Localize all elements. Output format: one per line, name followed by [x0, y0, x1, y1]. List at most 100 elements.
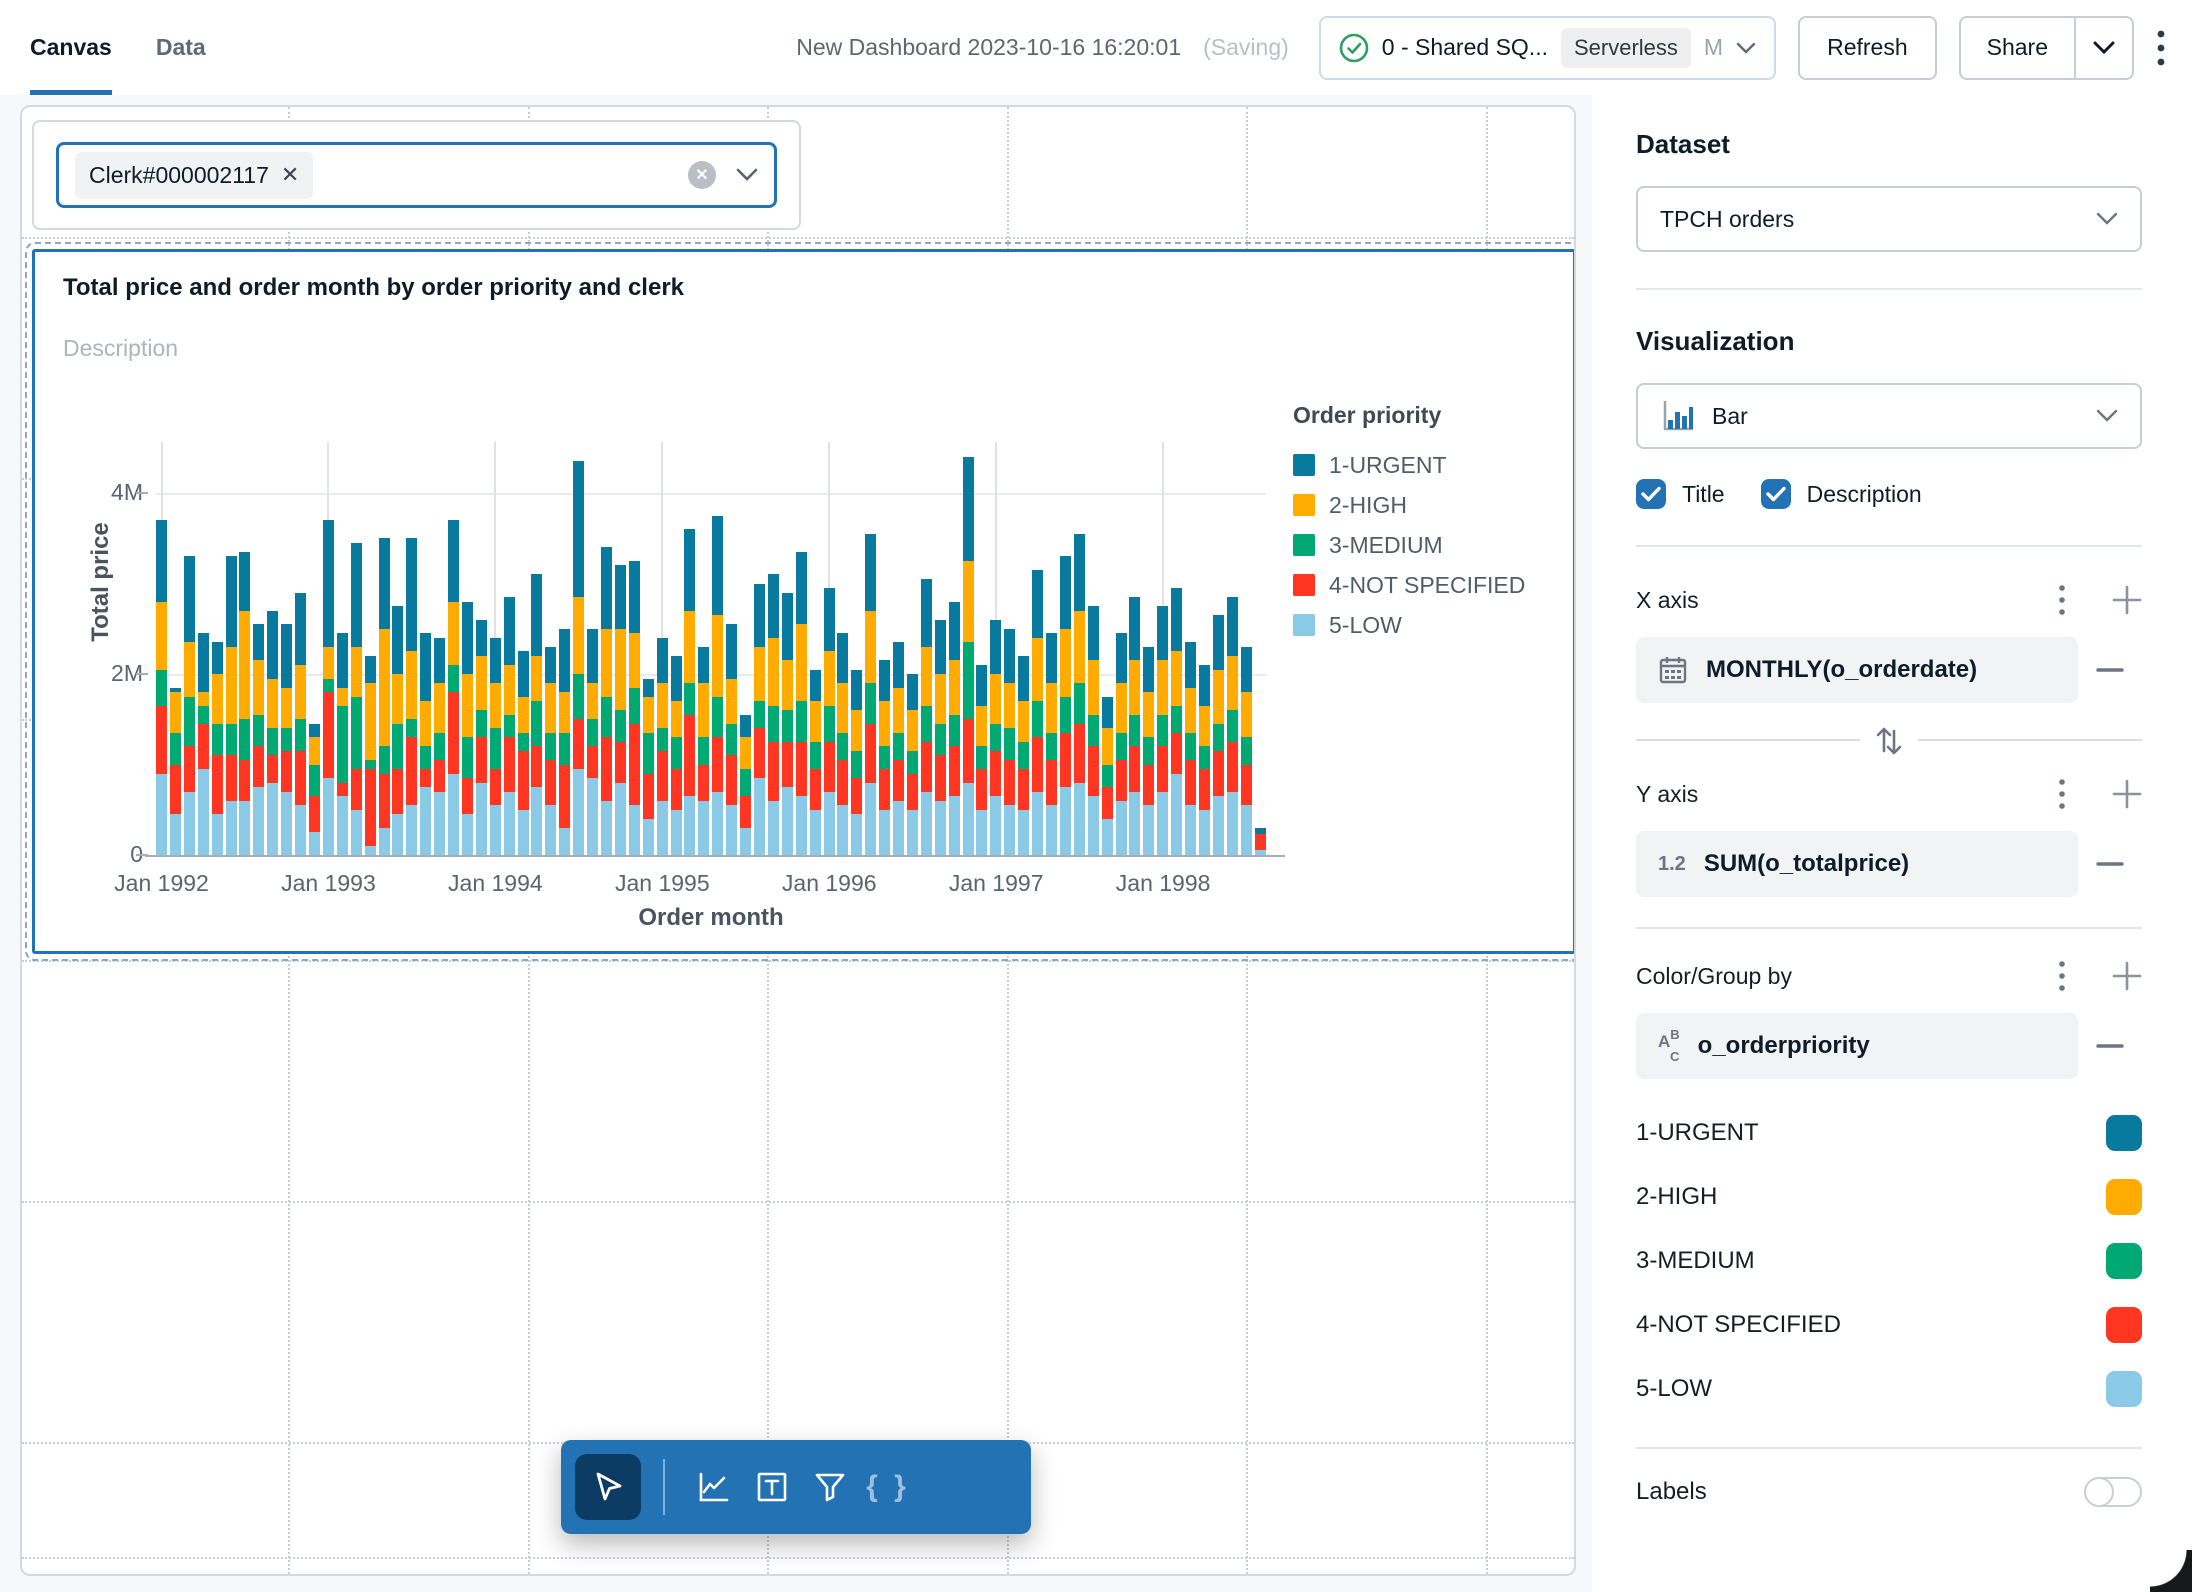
- bar-segment[interactable]: [351, 543, 362, 647]
- tab-data[interactable]: Data: [156, 0, 206, 95]
- stacked-bar[interactable]: [907, 674, 918, 855]
- bar-segment[interactable]: [1157, 606, 1168, 660]
- bar-segment[interactable]: [518, 651, 529, 696]
- bar-segment[interactable]: [1129, 715, 1140, 747]
- stacked-bar[interactable]: [712, 516, 723, 855]
- bar-segment[interactable]: [1199, 746, 1210, 769]
- bar-segment[interactable]: [1241, 647, 1252, 692]
- bar-segment[interactable]: [462, 778, 473, 814]
- share-button[interactable]: Share: [1961, 18, 2074, 78]
- bar-segment[interactable]: [490, 769, 501, 805]
- bar-segment[interactable]: [351, 647, 362, 697]
- cursor-tool-button[interactable]: [575, 1454, 641, 1520]
- bar-segment[interactable]: [281, 728, 292, 751]
- bar-segment[interactable]: [392, 606, 403, 674]
- stacked-bar[interactable]: [657, 638, 668, 855]
- bar-segment[interactable]: [1241, 737, 1252, 764]
- bar-segment[interactable]: [1199, 706, 1210, 747]
- dataset-select[interactable]: TPCH orders: [1636, 186, 2142, 252]
- bar-segment[interactable]: [949, 660, 960, 714]
- bar-segment[interactable]: [253, 746, 264, 787]
- stacked-bar[interactable]: [921, 579, 932, 855]
- bar-segment[interactable]: [963, 457, 974, 561]
- bar-segment[interactable]: [1060, 556, 1071, 628]
- bar-segment[interactable]: [865, 534, 876, 611]
- category-color-swatch[interactable]: [2106, 1371, 2142, 1407]
- bar-segment[interactable]: [239, 719, 250, 760]
- bar-segment[interactable]: [170, 814, 181, 855]
- bar-segment[interactable]: [671, 737, 682, 769]
- bar-segment[interactable]: [698, 765, 709, 801]
- bar-segment[interactable]: [156, 774, 167, 855]
- bar-segment[interactable]: [1088, 796, 1099, 855]
- stacked-bar[interactable]: [1116, 633, 1127, 855]
- stacked-bar[interactable]: [935, 620, 946, 855]
- stacked-bar[interactable]: [837, 633, 848, 855]
- bar-segment[interactable]: [1046, 760, 1057, 805]
- bar-segment[interactable]: [267, 783, 278, 855]
- stacked-bar[interactable]: [253, 624, 264, 855]
- bar-segment[interactable]: [504, 737, 515, 791]
- canvas-page[interactable]: Clerk#000002117 ✕ ✕ Total price and orde…: [20, 105, 1576, 1576]
- bar-segment[interactable]: [601, 697, 612, 738]
- bar-segment[interactable]: [1241, 805, 1252, 855]
- labels-toggle[interactable]: [2084, 1477, 2142, 1507]
- bar-segment[interactable]: [253, 787, 264, 855]
- bar-segment[interactable]: [768, 638, 779, 706]
- bar-segment[interactable]: [170, 692, 181, 733]
- stacked-bar[interactable]: [392, 606, 403, 855]
- stacked-bar[interactable]: [698, 647, 709, 855]
- bar-segment[interactable]: [184, 746, 195, 791]
- bar-segment[interactable]: [337, 706, 348, 783]
- bar-segment[interactable]: [740, 769, 751, 796]
- stacked-bar[interactable]: [1157, 606, 1168, 855]
- stacked-bar[interactable]: [684, 529, 695, 855]
- stacked-bar[interactable]: [949, 602, 960, 855]
- x-axis-field-pill[interactable]: MONTHLY(o_orderdate): [1636, 637, 2078, 703]
- bar-segment[interactable]: [434, 638, 445, 683]
- bar-segment[interactable]: [684, 715, 695, 796]
- bar-segment[interactable]: [865, 683, 876, 724]
- bar-segment[interactable]: [935, 674, 946, 724]
- bar-segment[interactable]: [504, 792, 515, 855]
- y-axis-remove-icon[interactable]: [2078, 861, 2142, 867]
- bar-segment[interactable]: [239, 552, 250, 611]
- bar-segment[interactable]: [518, 697, 529, 733]
- bar-segment[interactable]: [963, 783, 974, 855]
- bar-segment[interactable]: [1143, 692, 1154, 737]
- bar-segment[interactable]: [337, 796, 348, 855]
- bar-segment[interactable]: [1143, 647, 1154, 692]
- stacked-bar[interactable]: [1171, 588, 1182, 855]
- bar-segment[interactable]: [865, 724, 876, 783]
- bar-segment[interactable]: [657, 751, 668, 801]
- bar-segment[interactable]: [824, 792, 835, 855]
- stacked-bar[interactable]: [587, 629, 598, 855]
- bar-segment[interactable]: [615, 710, 626, 742]
- stacked-bar[interactable]: [476, 620, 487, 855]
- bar-segment[interactable]: [1116, 801, 1127, 855]
- stacked-bar[interactable]: [810, 670, 821, 856]
- stacked-bar[interactable]: [365, 656, 376, 855]
- stacked-bar[interactable]: [1143, 647, 1154, 855]
- bar-segment[interactable]: [949, 715, 960, 747]
- bar-segment[interactable]: [476, 620, 487, 656]
- bar-segment[interactable]: [1102, 819, 1113, 855]
- bar-segment[interactable]: [601, 801, 612, 855]
- bar-segment[interactable]: [698, 647, 709, 683]
- add-visualization-button[interactable]: [685, 1454, 743, 1520]
- bar-segment[interactable]: [1032, 701, 1043, 737]
- bar-segment[interactable]: [365, 760, 376, 769]
- bar-segment[interactable]: [1213, 751, 1224, 796]
- stacked-bar[interactable]: [462, 602, 473, 855]
- chip-remove-icon[interactable]: ✕: [281, 162, 299, 188]
- bar-segment[interactable]: [726, 624, 737, 678]
- bar-segment[interactable]: [267, 679, 278, 729]
- bar-segment[interactable]: [295, 751, 306, 805]
- bar-segment[interactable]: [462, 737, 473, 778]
- bar-segment[interactable]: [1241, 765, 1252, 806]
- bar-segment[interactable]: [1018, 810, 1029, 855]
- stacked-bar[interactable]: [754, 584, 765, 855]
- stacked-bar[interactable]: [518, 651, 529, 855]
- color-group-remove-icon[interactable]: [2078, 1043, 2142, 1049]
- bar-segment[interactable]: [198, 724, 209, 769]
